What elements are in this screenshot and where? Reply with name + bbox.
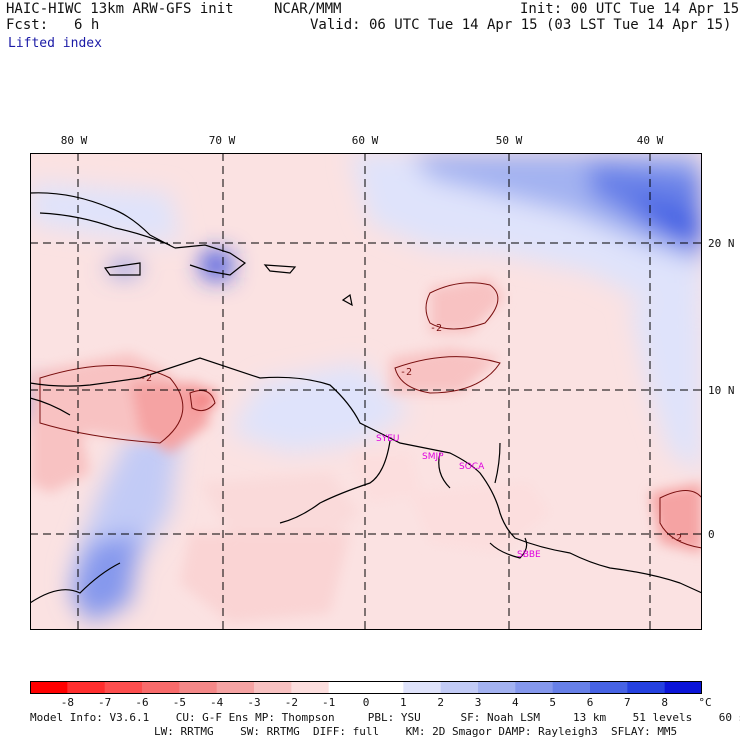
lon-label-80w: 80 W [60,134,88,147]
lifted-index-map: -2 -2 -2 -2 SYEU SMJP SOCA SBBE [30,153,702,630]
colorbar-swatch [403,681,442,694]
colorbar-tick-label: 8 [661,696,668,709]
lat-label-10n: 10 N [708,384,735,397]
model-info-line-1: Model Info: V3.6.1 CU: G-F Ens MP: Thomp… [30,711,740,724]
lon-label-60w: 60 W [351,134,379,147]
colorbar-frame [30,681,702,694]
org-label: NCAR/MMM [274,1,342,17]
colorbar-swatch [142,681,180,694]
colorbar-tick-label: -7 [98,696,112,709]
colorbar-swatch [590,681,628,694]
station-label-soca: SOCA [459,462,485,472]
colorbar-tick-label: 5 [549,696,556,709]
colorbar-swatch [254,681,292,694]
station-label-smjp: SMJP [422,452,444,462]
colorbar-tick-label: 0 [362,696,370,709]
colorbar-tick-label: 7 [624,696,631,709]
colorbar-swatch [478,681,516,694]
colorbar-swatch [664,681,702,694]
contour-label: -2 [670,533,682,544]
colorbar-tick-label: 2 [437,696,444,709]
model-title: HAIC-HIWC 13km ARW-GFS init [6,1,234,17]
colorbar-tick-label: -5 [172,696,186,709]
colorbar-swatch [179,681,218,694]
colorbar-tick-label: -4 [210,696,224,709]
forecast-label: Fcst: [6,17,49,33]
colorbar-tick-label: 3 [474,696,482,709]
colorbar-tick-label: -8 [60,696,74,709]
lon-label-40w: 40 W [636,134,664,147]
colorbar-tick-label: -6 [135,696,149,709]
colorbar-swatch [104,681,143,694]
colorbar-swatch [30,681,68,694]
contour-lines [39,282,702,549]
colorbar-tick-label: 6 [586,696,594,709]
station-label-sbbe: SBBE [517,550,541,560]
field-name: Lifted index [8,36,102,51]
colorbar-swatch [552,681,591,694]
lon-label-50w: 50 W [495,134,523,147]
coastlines [30,192,702,604]
colorbar-swatch [328,681,367,694]
colorbar-tick-label: -1 [322,696,336,709]
colorbar-unit: °C [698,696,712,709]
lon-label-70w: 70 W [208,134,236,147]
colorbar-tick-label: 4 [512,696,519,709]
colorbar-tick-label: 1 [400,696,407,709]
unstable-regions [30,278,702,623]
contour-label: -2 [140,373,152,384]
contour-label: -2 [400,367,412,378]
stations: SYEU SMJP SOCA SBBE [376,434,541,560]
model-info-line-2: LW: RRTMG SW: RRTMG DIFF: full KM: 2D Sm… [154,725,678,738]
map-frame [30,153,702,630]
init-time: Init: 00 UTC Tue 14 Apr 15 [520,1,740,17]
colorbar-tick-label: -3 [247,696,261,709]
valid-time: Valid: 06 UTC Tue 14 Apr 15 (03 LST Tue … [310,17,732,33]
colorbar [30,681,702,694]
lat-label-0: 0 [708,528,715,541]
colorbar-tick-label: -2 [284,696,298,709]
colorbar-swatch [291,681,330,694]
colorbar-swatch [366,681,404,694]
contour-label: -2 [430,323,442,334]
contour-labels: -2 -2 -2 -2 [140,323,682,544]
forecast-hour: 6 h [74,17,100,33]
station-label-syeu: SYEU [376,434,399,444]
colorbar-swatch [627,681,666,694]
lat-label-20n: 20 N [708,237,735,250]
colorbar-swatch [67,681,106,694]
colorbar-swatch [216,681,255,694]
graticule [30,153,702,630]
colorbar-swatch [440,681,479,694]
colorbar-swatch [515,681,554,694]
